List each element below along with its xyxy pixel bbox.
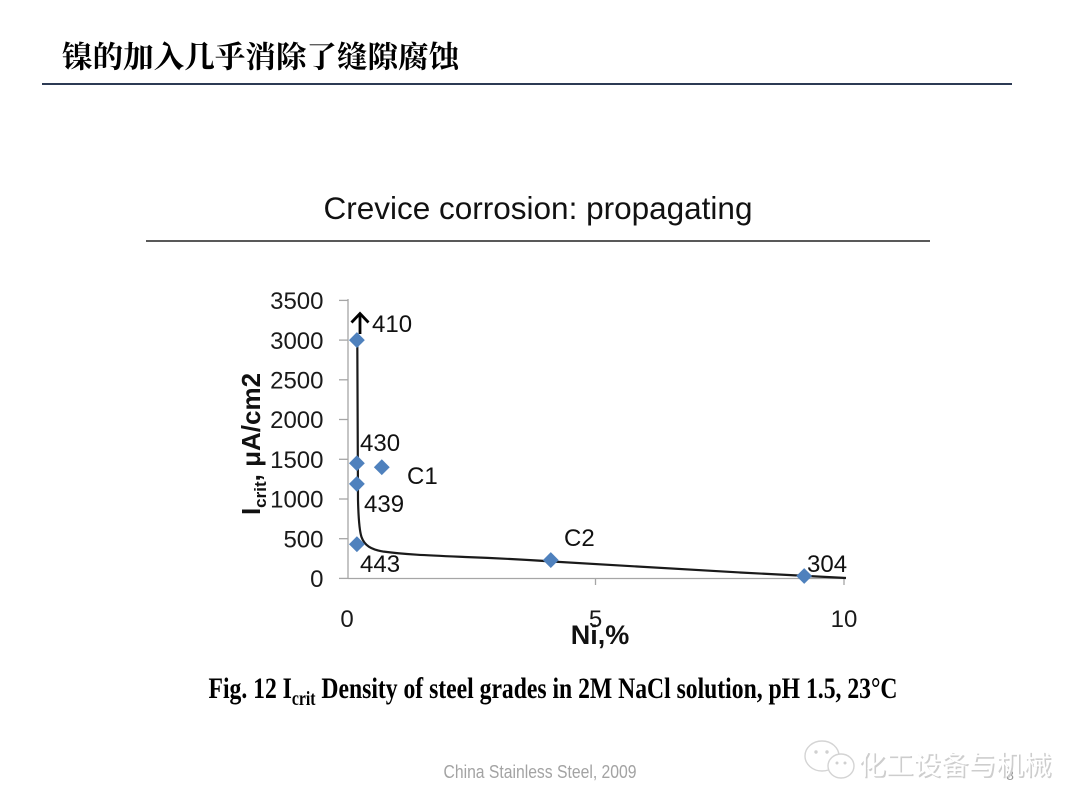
svg-text:Icrit, μA/cm2: Icrit, μA/cm2 [236,373,270,515]
svg-text:1000: 1000 [270,487,323,514]
svg-text:5: 5 [589,606,602,633]
svg-text:304: 304 [807,551,847,578]
svg-text:C1: C1 [407,463,438,490]
svg-text:0: 0 [310,566,323,593]
svg-text:Fig. 12 Icrit Density of steel: Fig. 12 Icrit Density of steel grades in… [209,672,898,710]
svg-text:439: 439 [364,491,404,518]
svg-text:430: 430 [360,430,400,457]
svg-text:C2: C2 [564,525,595,552]
svg-text:China Stainless Steel, 2009: China Stainless Steel, 2009 [444,762,637,782]
svg-text:10: 10 [831,606,858,633]
svg-text:Crevice corrosion: propagating: Crevice corrosion: propagating [324,190,753,226]
svg-text:443: 443 [360,551,400,578]
svg-text:1500: 1500 [270,447,323,474]
svg-text:3000: 3000 [270,328,323,355]
svg-text:500: 500 [283,526,323,553]
svg-text:0: 0 [340,606,353,633]
svg-text:2000: 2000 [270,407,323,434]
svg-text:Ni,%: Ni,% [571,620,630,650]
svg-text:3500: 3500 [270,288,323,315]
svg-text:410: 410 [372,311,412,338]
svg-text:2500: 2500 [270,368,323,395]
